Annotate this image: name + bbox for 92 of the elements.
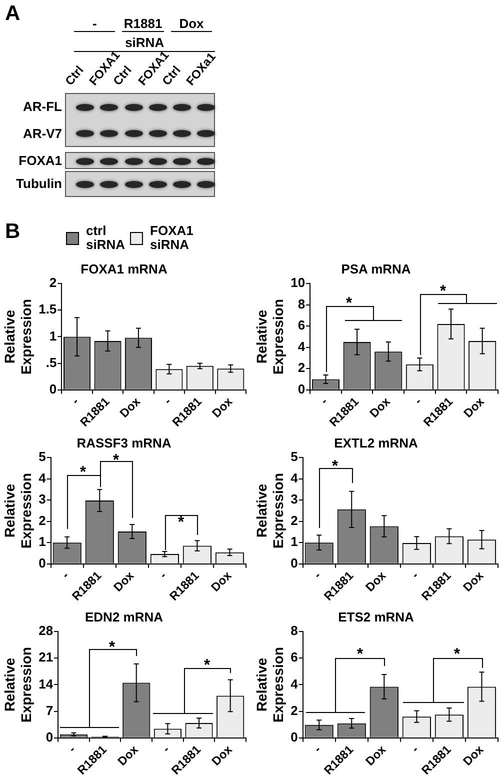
y-tick-label: 2 — [290, 702, 298, 718]
y-tick-label: 6 — [290, 650, 298, 665]
annotation: * — [332, 458, 338, 475]
annotation: * — [80, 464, 86, 481]
x-tick-label: Dox — [362, 568, 389, 594]
y-tick-label: 0 — [290, 729, 298, 744]
y-tick-label: 1 — [290, 534, 298, 550]
y-tick-label: 0 — [49, 381, 57, 396]
x-tick-label: - — [160, 394, 174, 408]
category-label: FOXA1 — [18, 152, 62, 168]
y-tick-label: 1 — [38, 534, 46, 550]
y-tick-label: 0 — [290, 555, 298, 570]
x-tick-label: Dox — [460, 394, 488, 420]
chart-title: EXTL2 mRNA — [334, 435, 418, 450]
annotation: * — [178, 514, 184, 531]
x-tick-label: Dox — [208, 742, 236, 768]
text: siRNA — [125, 35, 164, 50]
chart-title: PSA mRNA — [341, 261, 412, 276]
legend-label: FOXA1 siRNA — [150, 223, 194, 252]
category-label: Tubulin — [16, 176, 62, 191]
text: - — [92, 16, 97, 31]
y-tick-label: 6 — [298, 318, 306, 333]
x-tick-label: - — [65, 742, 78, 756]
y-tick-label: 4 — [298, 338, 306, 354]
y-tick-label: 4 — [290, 470, 299, 486]
y-axis-title: Relative Expression — [253, 298, 286, 374]
chart-title: RASSF3 mRNA — [76, 435, 172, 450]
text: A — [5, 2, 20, 25]
y-tick-label: 28 — [38, 623, 54, 638]
category-label: AR-FL — [23, 98, 62, 114]
y-tick-label: 1 — [49, 328, 57, 344]
x-tick-label: - — [408, 568, 422, 582]
x-tick-label: - — [310, 568, 324, 582]
x-tick-label: - — [68, 394, 82, 408]
chart-title: ETS2 mRNA — [338, 609, 415, 624]
annotation: * — [204, 657, 210, 674]
category-label: AR-V7 — [22, 126, 62, 140]
annotation: * — [108, 639, 116, 656]
x-tick-label: - — [411, 394, 424, 408]
y-tick-label: 3 — [38, 492, 46, 507]
y-tick-label: 14 — [38, 676, 54, 692]
x-tick-label: Dox — [362, 742, 389, 768]
x-tick-label: Dox — [117, 394, 144, 420]
x-tick-label: Dox — [209, 394, 236, 420]
x-tick-label: Dox — [110, 568, 137, 594]
y-tick-label: 1.5 — [38, 302, 57, 317]
annotation: * — [346, 295, 352, 312]
y-tick-label: 5 — [290, 449, 298, 464]
text: B — [5, 220, 20, 243]
y-tick-label: 4 — [290, 676, 299, 692]
legend-label: ctrl siRNA — [86, 223, 126, 252]
y-axis-title: Relative Expression — [253, 646, 286, 722]
y-tick-label: 8 — [290, 623, 298, 638]
y-tick-label: 3 — [290, 492, 298, 507]
chart-title: FOXA1 mRNA — [80, 261, 168, 276]
y-tick-label: 0 — [298, 381, 306, 396]
annotation: * — [356, 646, 364, 663]
x-tick-label: Dox — [366, 394, 394, 420]
x-tick-label: - — [58, 568, 72, 582]
text: Dox — [179, 16, 204, 31]
y-tick-label: 10 — [290, 275, 306, 290]
y-tick-label: 5 — [38, 449, 46, 464]
x-tick-label: Dox — [114, 742, 142, 768]
y-tick-label: 2 — [49, 275, 57, 290]
annotation: * — [440, 283, 446, 300]
text: R1881 — [124, 16, 162, 31]
y-tick-label: 21 — [38, 650, 54, 665]
x-tick-label: - — [408, 742, 422, 756]
y-tick-label: 2 — [298, 360, 306, 376]
chart-title: EDN2 mRNA — [84, 609, 164, 624]
x-tick-label: - — [159, 742, 172, 756]
y-tick-label: 0 — [38, 555, 46, 570]
y-tick-label: 0 — [46, 729, 54, 744]
y-tick-label: 4 — [38, 470, 47, 486]
x-tick-label: Dox — [208, 568, 234, 594]
annotation: * — [112, 452, 120, 469]
y-tick-label: 7 — [46, 702, 54, 718]
y-tick-label: 2 — [38, 512, 46, 528]
annotation: * — [454, 646, 460, 663]
x-tick-label: - — [317, 394, 330, 408]
y-tick-label: 8 — [298, 296, 306, 312]
y-axis-title: Relative Expression — [1, 646, 34, 722]
x-tick-label: - — [310, 742, 324, 756]
x-tick-label: - — [156, 568, 170, 582]
x-tick-label: Dox — [460, 568, 486, 594]
y-axis-title: Relative Expression — [253, 472, 286, 548]
y-tick-label: .5 — [46, 354, 57, 370]
y-axis-title: Relative Expression — [1, 298, 34, 374]
x-tick-label: Dox — [460, 742, 486, 768]
category-label: Ctrl — [62, 63, 86, 88]
y-tick-label: 2 — [290, 512, 298, 528]
y-axis-title: Relative Expression — [1, 472, 34, 548]
